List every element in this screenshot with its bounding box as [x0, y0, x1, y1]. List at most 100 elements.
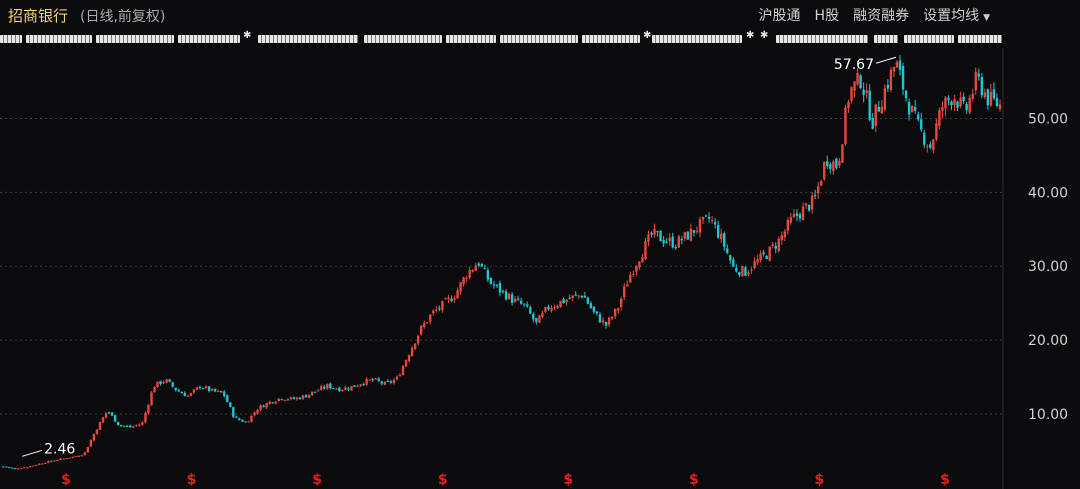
candle-body [862, 89, 865, 95]
event-star-icon[interactable]: ✱ [243, 30, 252, 41]
event-marker[interactable] [258, 35, 358, 43]
candle-body [577, 295, 580, 297]
candle-body [829, 164, 832, 169]
candle-body [326, 384, 329, 389]
min-price-pointer [22, 449, 43, 457]
candle-body [656, 231, 659, 233]
candle-body [959, 97, 962, 107]
candle-body [698, 219, 702, 233]
candle-body [704, 215, 708, 217]
candle-body [844, 107, 847, 145]
candle-body [141, 422, 144, 425]
candle-body [586, 297, 590, 304]
candle-body [450, 298, 453, 302]
candle-body [186, 395, 190, 397]
candle-body [804, 203, 808, 206]
candle-body [1, 466, 5, 468]
event-star-icon[interactable]: ✱ [643, 30, 652, 41]
event-marker[interactable] [446, 35, 496, 43]
hk-connect-button[interactable]: 沪股通 [758, 8, 801, 24]
candle-body [774, 246, 777, 249]
candle-body [132, 426, 135, 428]
candle-body [274, 401, 277, 404]
candle-body [298, 397, 302, 400]
event-marker[interactable] [500, 35, 578, 43]
candle-body [532, 313, 535, 320]
candle-body [847, 102, 850, 109]
candle-body [801, 206, 805, 221]
event-marker[interactable] [364, 35, 442, 43]
candle-body [262, 405, 265, 408]
margin-trading-button[interactable]: 融资融券 [853, 8, 910, 24]
event-marker[interactable] [874, 35, 898, 43]
candle-body [268, 401, 271, 404]
candle-body [610, 316, 614, 319]
candle-body [232, 407, 235, 417]
candle-body [465, 277, 468, 279]
candle-body [644, 241, 647, 260]
candle-body [550, 307, 553, 311]
candle-body [335, 388, 338, 390]
candle-body [280, 399, 283, 401]
y-tick-label: 30.00 [1028, 259, 1068, 275]
candle-body [980, 77, 984, 96]
candle-body [832, 161, 835, 172]
dividend-marker-icon: $ [563, 472, 573, 488]
candle-body [86, 447, 90, 453]
candle-body [571, 295, 574, 299]
candle-body [247, 421, 250, 423]
dividend-marker-icon: $ [689, 472, 699, 488]
candle-body [192, 389, 196, 393]
candle-body [965, 104, 968, 110]
candle-body [974, 71, 977, 91]
event-marker[interactable] [904, 35, 954, 43]
stock-name: 招商银行 [8, 7, 69, 25]
candle-body [871, 118, 874, 129]
event-marker[interactable] [652, 35, 742, 43]
chart-period-label: (日线,前复权) [80, 9, 166, 25]
candle-body [77, 455, 80, 457]
candle-body [607, 317, 611, 325]
h-share-button[interactable]: H股 [814, 8, 840, 24]
candle-body [529, 307, 532, 314]
event-marker[interactable] [0, 35, 22, 43]
candle-body [995, 98, 999, 106]
candle-body [292, 397, 296, 400]
event-marker[interactable] [96, 35, 174, 43]
candle-body [492, 284, 496, 286]
candle-body [738, 272, 741, 276]
event-star-icon[interactable]: ✱ [760, 30, 769, 41]
candle-body [913, 107, 917, 111]
event-marker[interactable] [26, 35, 92, 43]
candle-body [568, 298, 571, 300]
candle-body [244, 421, 247, 423]
candle-body [989, 91, 993, 106]
candle-body [923, 132, 926, 145]
candle-body [889, 69, 893, 91]
event-star-icon[interactable]: ✱ [746, 30, 755, 41]
candle-body [144, 412, 147, 423]
candle-body [92, 433, 96, 441]
candle-body [547, 306, 550, 310]
candle-body [668, 237, 671, 242]
candle-body [41, 463, 44, 465]
event-marker[interactable] [958, 35, 1002, 43]
candle-body [789, 217, 793, 223]
candle-body [183, 392, 187, 397]
event-marker[interactable] [582, 35, 640, 43]
candle-body [468, 270, 471, 278]
candle-body [368, 379, 371, 381]
event-marker[interactable] [776, 35, 868, 43]
ma-settings-dropdown[interactable]: 设置均线 ▼ [923, 5, 990, 25]
candle-body [371, 379, 374, 381]
candle-body [223, 391, 226, 396]
candle-body [44, 462, 47, 464]
candle-body [250, 415, 253, 422]
candle-body [732, 259, 735, 267]
candle-body [474, 265, 477, 271]
candle-body [895, 62, 899, 68]
event-marker[interactable] [178, 35, 240, 43]
candle-body [283, 399, 287, 401]
candle-body [826, 161, 829, 167]
